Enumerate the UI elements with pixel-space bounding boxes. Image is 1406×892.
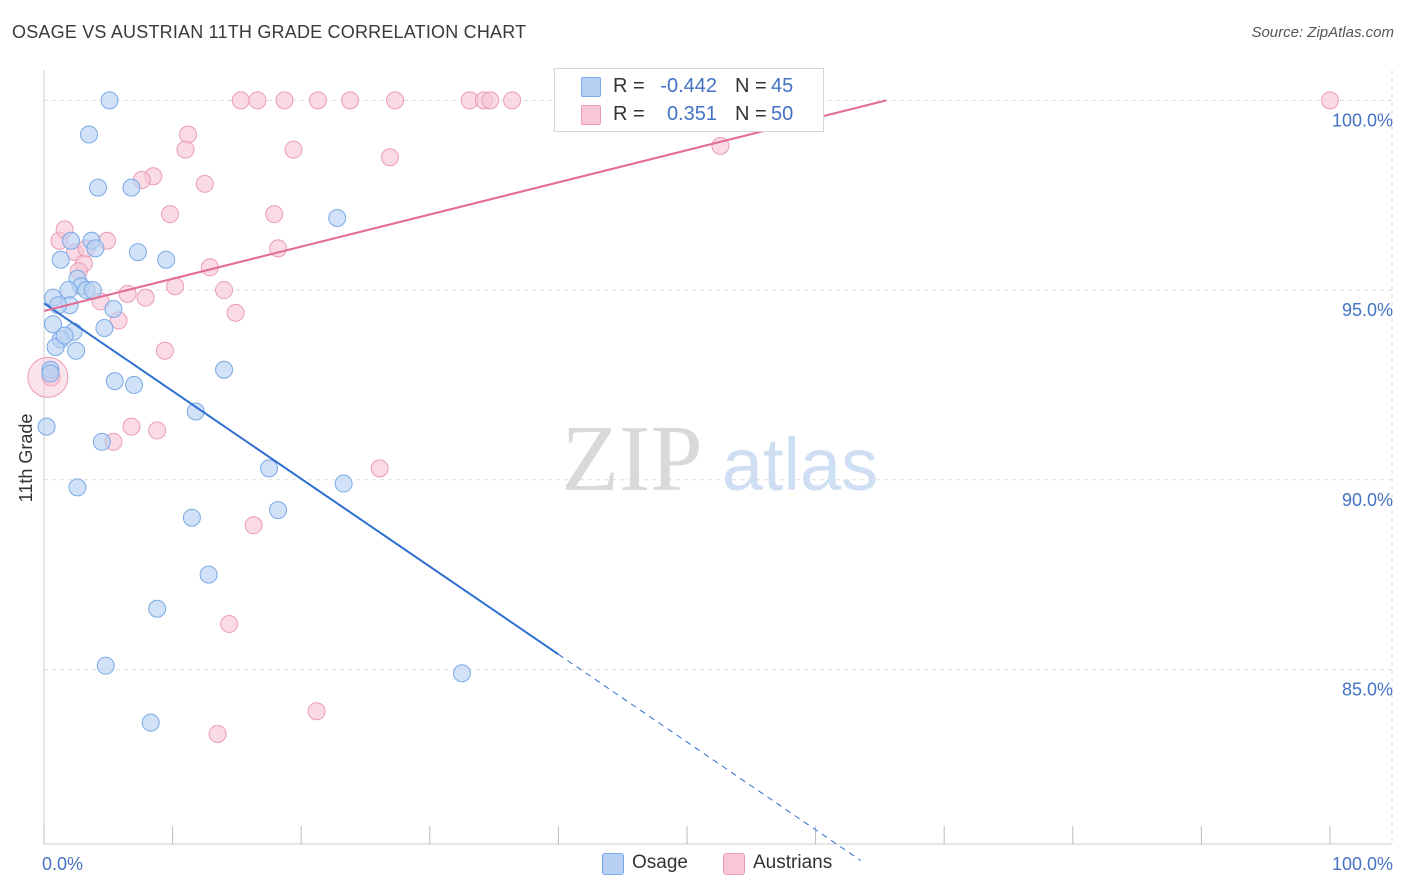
austrians-point <box>220 614 239 633</box>
austrians-point <box>208 724 227 743</box>
osage-n-label: N = <box>735 75 767 97</box>
osage-r-value: -0.442 <box>660 75 717 97</box>
tick-labels: 85.0% 90.0% 95.0% 100.0% 0.0% 100.0% <box>42 110 1393 874</box>
osage-point <box>199 565 218 584</box>
austrians-point <box>179 125 198 144</box>
osage-point <box>41 364 60 383</box>
austrians-point <box>215 281 234 300</box>
austrians-point <box>136 288 155 307</box>
chart-title: OSAGE VS AUSTRIAN 11TH GRADE CORRELATION… <box>12 22 527 42</box>
austrians-legend-label: Austrians <box>753 852 833 873</box>
watermark-zip: ZIP <box>562 407 703 511</box>
osage-trend-line <box>43 302 559 656</box>
y-tick-label: 85.0% <box>1342 679 1393 699</box>
series-legend: Osage Austrians <box>0 852 1406 878</box>
austrians-r-label: R = <box>613 103 645 125</box>
austrians-point <box>265 205 284 224</box>
osage-point <box>51 250 70 269</box>
y-tick-label: 100.0% <box>1332 110 1393 130</box>
austrians-point <box>284 140 303 159</box>
austrians-point <box>341 91 360 110</box>
osage-point <box>452 664 471 683</box>
osage-point <box>95 319 114 337</box>
watermark-atlas: atlas <box>722 423 878 506</box>
osage-point <box>62 231 81 250</box>
osage-point <box>89 178 108 197</box>
austrians-point <box>308 91 327 110</box>
austrians-point <box>275 91 294 110</box>
osage-point <box>55 326 74 345</box>
osage-point <box>83 281 102 300</box>
osage-point <box>86 239 105 258</box>
osage-point <box>100 91 119 110</box>
y-axis-label: 11th Grade <box>16 414 36 503</box>
osage-legend-label: Osage <box>632 852 688 873</box>
watermark: ZIP atlas <box>562 407 879 511</box>
osage-swatch <box>581 77 601 97</box>
osage-n-value: 45 <box>771 75 794 97</box>
osage-point <box>104 300 123 319</box>
austrians-point <box>380 148 399 167</box>
source-credit: Source: ZipAtlas.com <box>1251 24 1394 41</box>
grid-lines <box>44 70 1393 844</box>
y-tick-label: 95.0% <box>1342 300 1393 320</box>
austrians-point <box>155 341 174 360</box>
osage-point <box>328 208 347 227</box>
austrians-point <box>503 91 522 110</box>
osage-point <box>128 243 147 262</box>
austrians-n-label: N = <box>735 103 767 125</box>
osage-point <box>148 599 167 618</box>
osage-point <box>260 459 279 478</box>
osage-point <box>105 372 124 391</box>
osage-point <box>96 656 115 675</box>
osage-point <box>334 474 353 493</box>
austrians-point <box>231 91 250 110</box>
osage-point <box>157 250 176 269</box>
austrians-trend-line <box>43 99 887 312</box>
osage-point <box>215 360 234 379</box>
y-tick-label: 90.0% <box>1342 490 1393 510</box>
osage-r-label: R = <box>613 75 645 97</box>
austrians-point <box>122 417 141 436</box>
osage-point <box>122 178 141 197</box>
osage-point <box>182 508 201 527</box>
osage-trend-extension <box>558 653 861 861</box>
osage-point <box>59 281 78 300</box>
correlation-legend: R = -0.442 N = 45 R = 0.351 N = 50 <box>554 68 824 132</box>
austrians-point <box>481 91 500 110</box>
osage-point <box>80 125 99 144</box>
austrians-r-value: 0.351 <box>666 103 717 125</box>
austrians-point <box>1321 91 1339 110</box>
austrians-point <box>386 91 405 110</box>
austrians-point <box>148 421 167 440</box>
osage-points <box>37 91 471 732</box>
osage-legend-swatch <box>602 853 624 875</box>
legend-row-osage: R = -0.442 N = 45 <box>555 73 823 101</box>
osage-point <box>44 315 63 334</box>
trend-lines <box>43 99 887 861</box>
austrians-point <box>244 516 263 535</box>
austrians-swatch <box>581 105 601 125</box>
osage-point <box>125 375 144 394</box>
austrians-point <box>161 205 180 224</box>
x-tick-label: 0.0% <box>42 854 83 874</box>
austrians-n-value: 50 <box>771 103 794 125</box>
austrians-point <box>195 174 214 193</box>
austrians-point <box>307 702 326 721</box>
osage-point <box>92 432 111 451</box>
osage-point <box>269 501 288 520</box>
osage-point <box>141 713 160 732</box>
osage-point <box>68 478 87 497</box>
austrians-point <box>370 459 389 478</box>
austrians-point <box>248 91 267 110</box>
austrians-legend-swatch <box>723 853 745 875</box>
x-tick-label: 100.0% <box>1332 854 1393 874</box>
osage-point <box>37 417 56 436</box>
austrians-point <box>176 140 195 159</box>
osage-point <box>67 341 86 360</box>
axes <box>43 70 1392 845</box>
legend-row-austrians: R = 0.351 N = 50 <box>555 101 823 129</box>
austrians-point <box>226 303 245 322</box>
